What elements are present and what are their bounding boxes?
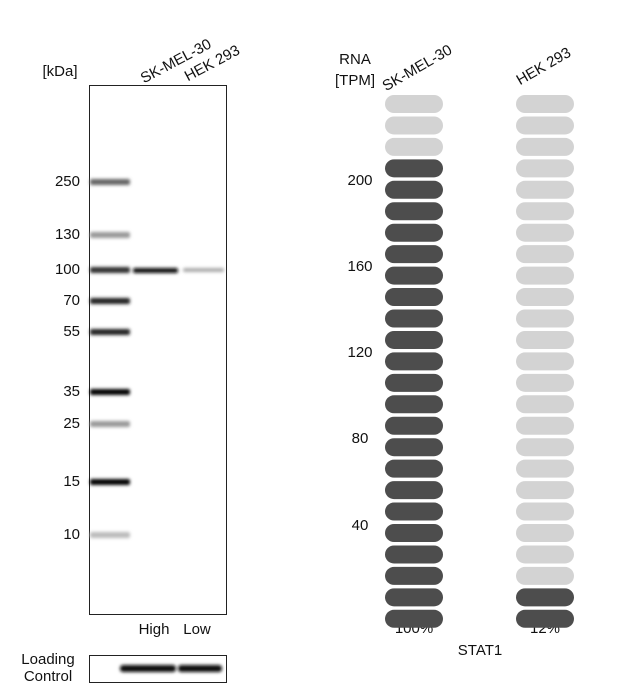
tpm-pill xyxy=(516,524,574,542)
tick-label: 160 xyxy=(347,258,372,275)
tpm-pill xyxy=(385,481,443,500)
tpm-pill xyxy=(516,116,574,135)
tpm-pill xyxy=(516,330,574,349)
marker-label: 25 xyxy=(63,415,80,432)
axis-label: RNA xyxy=(339,51,371,68)
tpm-pill xyxy=(385,116,443,135)
tpm-pill xyxy=(385,266,443,285)
tpm-pill xyxy=(516,502,574,521)
tpm-pill xyxy=(516,180,574,199)
ladder-band xyxy=(90,532,130,538)
lane-label: SK-MEL-30 xyxy=(379,41,455,94)
tpm-pill xyxy=(516,481,574,500)
marker-label: 70 xyxy=(63,292,80,309)
kda-label: [kDa] xyxy=(42,63,77,80)
tpm-pill xyxy=(385,159,443,178)
level-label: High xyxy=(139,621,170,638)
tpm-pill xyxy=(516,223,574,242)
tick-label: 40 xyxy=(352,517,369,534)
tpm-pill xyxy=(516,566,574,585)
tpm-pill xyxy=(516,459,574,478)
tpm-pill xyxy=(516,245,574,264)
band xyxy=(133,268,178,273)
tpm-pill xyxy=(385,309,443,328)
tpm-pill xyxy=(516,609,574,628)
tpm-pill xyxy=(516,588,574,607)
tpm-pill xyxy=(385,609,443,628)
tick-label: 200 xyxy=(347,172,372,189)
tpm-pill xyxy=(516,202,574,221)
gene-label: STAT1 xyxy=(458,642,502,659)
tpm-pill xyxy=(516,438,574,457)
loading-label: Control xyxy=(24,668,72,685)
lane-label: HEK 293 xyxy=(513,44,574,89)
tpm-pill xyxy=(516,159,574,178)
marker-label: 130 xyxy=(55,226,80,243)
tpm-pill xyxy=(385,202,443,221)
ladder-band xyxy=(90,298,130,304)
tick-label: 120 xyxy=(347,344,372,361)
tpm-pill xyxy=(385,352,443,371)
band xyxy=(183,268,224,272)
ladder-band xyxy=(90,389,130,395)
tpm-pill xyxy=(385,95,443,113)
tpm-pill xyxy=(385,502,443,521)
tpm-pill xyxy=(385,588,443,607)
marker-label: 55 xyxy=(63,323,80,340)
tpm-pill xyxy=(516,352,574,371)
tpm-pill xyxy=(385,524,443,542)
tpm-pill xyxy=(385,459,443,478)
tpm-pill xyxy=(385,438,443,457)
tpm-pill xyxy=(516,137,574,156)
marker-label: 10 xyxy=(63,526,80,543)
tpm-pill xyxy=(385,395,443,414)
tpm-pill xyxy=(516,95,574,113)
ladder-band xyxy=(90,329,130,335)
tpm-pill xyxy=(385,566,443,585)
tpm-pill xyxy=(385,137,443,156)
ladder-band xyxy=(90,421,130,427)
blot-frame xyxy=(89,85,227,615)
tick-label: 80 xyxy=(352,430,369,447)
marker-label: 35 xyxy=(63,383,80,400)
tpm-pill xyxy=(516,395,574,414)
tpm-pill xyxy=(385,245,443,264)
tpm-pill xyxy=(385,330,443,349)
tpm-pill xyxy=(516,545,574,564)
tpm-pill xyxy=(385,223,443,242)
ladder-band xyxy=(90,479,130,485)
ladder-band xyxy=(90,179,130,185)
tpm-pill xyxy=(385,545,443,564)
tpm-pill xyxy=(385,416,443,435)
loading-band xyxy=(178,665,222,672)
tpm-pill xyxy=(516,266,574,285)
level-label: Low xyxy=(183,621,211,638)
marker-label: 250 xyxy=(55,173,80,190)
tpm-pill xyxy=(385,373,443,392)
ladder-band xyxy=(90,267,130,273)
tpm-pill xyxy=(516,288,574,307)
marker-label: 15 xyxy=(63,473,80,490)
marker-label: 100 xyxy=(55,261,80,278)
loading-band xyxy=(120,665,176,672)
tpm-pill xyxy=(385,288,443,307)
loading-label: Loading xyxy=(21,651,74,668)
tpm-pill xyxy=(516,309,574,328)
ladder-band xyxy=(90,232,130,238)
tpm-pill xyxy=(516,416,574,435)
axis-label: [TPM] xyxy=(335,72,375,89)
tpm-pill xyxy=(516,373,574,392)
tpm-pill xyxy=(385,180,443,199)
